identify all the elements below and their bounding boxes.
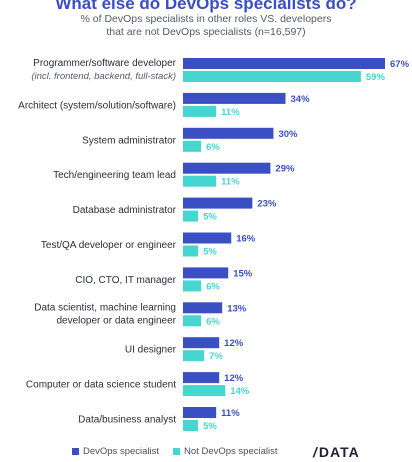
bar-devops — [183, 372, 220, 384]
brand-name: DATA — [318, 444, 360, 460]
value-label-not-devops: 59% — [366, 72, 386, 83]
category-label: Data scientist, machine learning — [34, 302, 176, 313]
bar-devops — [183, 267, 229, 279]
brand-logo: / DATA — [313, 444, 360, 460]
bar-not-devops — [183, 420, 199, 431]
value-label-not-devops: 6% — [206, 316, 220, 327]
category-sublabel: (incl. frontend, backend, full-stack) — [31, 71, 176, 82]
bar-devops — [183, 162, 271, 174]
value-label-not-devops: 5% — [203, 247, 217, 258]
category-label: Tech/engineering team lead — [53, 170, 176, 181]
value-label-not-devops: 14% — [230, 386, 250, 397]
bar-devops — [183, 337, 220, 349]
legend-swatch-devops — [72, 448, 79, 455]
bar-not-devops — [183, 385, 226, 397]
category-label-line-2: developer or data engineer — [56, 315, 176, 326]
value-label-not-devops: 5% — [203, 421, 217, 432]
bar-devops — [183, 92, 286, 104]
bar-not-devops — [183, 140, 202, 152]
chart-subtitle-line-1: % of DevOps specialists in other roles V… — [80, 13, 332, 25]
legend-label-not-devops: Not DevOps specialist — [184, 446, 278, 457]
bar-not-devops — [183, 350, 205, 362]
category-label: UI designer — [125, 345, 177, 356]
category-label: Computer or data science student — [26, 380, 176, 391]
bar-devops — [183, 197, 253, 209]
brand-slash: / — [313, 444, 318, 460]
value-label-not-devops: 11% — [221, 107, 240, 118]
category-label: Data/business analyst — [78, 415, 176, 426]
category-label: CIO, CTO, IT manager — [75, 275, 176, 286]
value-label-devops: 23% — [257, 199, 277, 210]
category-label: Architect (system/solution/software) — [18, 100, 176, 111]
value-label-not-devops: 5% — [203, 212, 217, 223]
chart-subtitle-line-2: that are not DevOps specialists (n=16,59… — [106, 26, 306, 38]
bar-not-devops — [183, 245, 199, 257]
value-label-devops: 34% — [291, 94, 311, 105]
bar-devops — [183, 302, 223, 314]
bar-devops — [183, 232, 232, 244]
chart-legend: DevOps specialist Not DevOps specialist — [72, 446, 291, 457]
value-label-devops: 30% — [278, 129, 298, 140]
value-label-devops: 12% — [224, 373, 244, 384]
value-label-devops: 13% — [227, 303, 247, 314]
category-label: Programmer/software developer — [33, 58, 177, 69]
value-label-devops: 67% — [390, 59, 410, 70]
legend-swatch-not-devops — [173, 448, 181, 455]
bar-not-devops — [183, 280, 202, 292]
value-label-not-devops: 6% — [206, 142, 220, 153]
legend-item-devops: DevOps specialist — [72, 446, 159, 457]
legend-item-not-devops: Not DevOps specialist — [173, 446, 277, 457]
category-label: Test/QA developer or engineer — [41, 240, 177, 251]
value-label-not-devops: 7% — [209, 351, 223, 362]
chart-title: What else do DevOps specialists do? — [55, 0, 357, 13]
value-label-devops: 11% — [221, 408, 240, 419]
bar-not-devops — [183, 71, 361, 82]
value-label-devops: 15% — [233, 268, 253, 279]
value-label-not-devops: 11% — [221, 177, 240, 188]
bar-devops — [183, 58, 385, 69]
bar-devops — [183, 407, 217, 418]
category-label: System administrator — [82, 135, 177, 146]
category-label: Database administrator — [73, 205, 177, 216]
bar-devops — [183, 127, 274, 139]
bar-not-devops — [183, 105, 217, 117]
value-label-devops: 16% — [236, 234, 256, 245]
bar-not-devops — [183, 175, 217, 187]
value-label-devops: 12% — [224, 338, 244, 349]
value-label-devops: 29% — [275, 164, 295, 175]
bar-not-devops — [183, 210, 199, 222]
legend-label-devops: DevOps specialist — [83, 446, 160, 457]
value-label-not-devops: 6% — [206, 281, 220, 292]
bar-not-devops — [183, 315, 202, 327]
